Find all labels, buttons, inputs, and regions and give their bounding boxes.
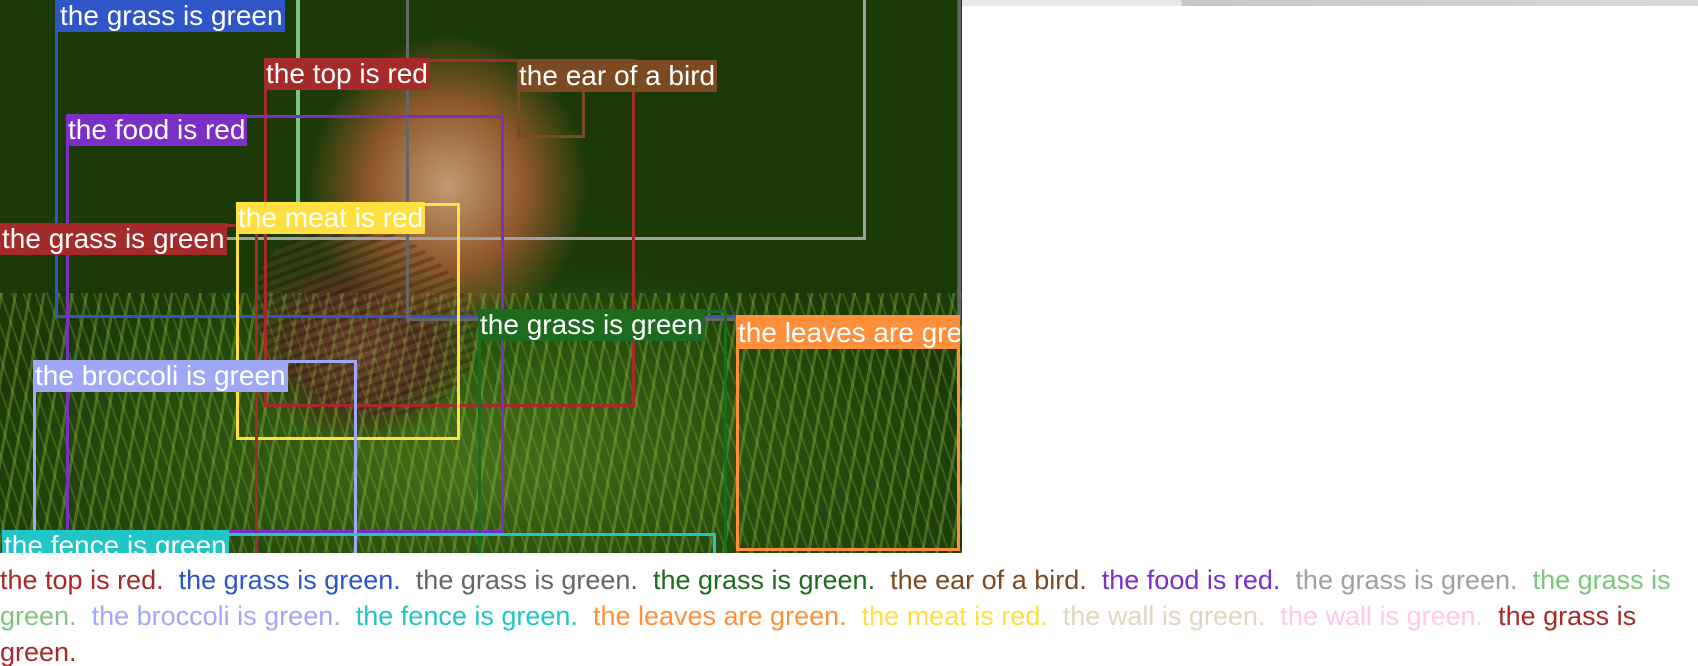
region-box-grass-gray-light [0,0,866,240]
caption-7: the grass is green. [0,565,1679,631]
region-label-top-red: the top is red [264,58,430,90]
caption-1: the grass is green. [178,565,401,595]
caption-12: the wall is green. [1062,601,1266,631]
caption-13: the wall is green. [1280,601,1484,631]
region-box-leaves-orange [736,315,960,551]
caption-5: the food is red. [1101,565,1281,595]
caption-14: the grass is green. [0,601,1644,666]
caption-4: the ear of a bird. [890,565,1087,595]
caption-10: the leaves are green. [592,601,847,631]
region-label-fence-cyan: the fence is green [2,530,229,553]
region-box-grass-lightgreen [296,0,308,207]
region-label-leaves-orange: the leaves are green [736,317,960,349]
caption-0: the top is red. [0,565,164,595]
acorn-photo: the grass is green the top is red the ea… [0,0,962,553]
region-label-grass-darkgreen: the grass is green [478,309,705,341]
region-label-food-purple: the food is red [66,114,248,146]
scrollbar-top[interactable] [960,0,1698,6]
caption-2: the grass is green. [415,565,638,595]
region-label-ear-brown: the ear of a bird [517,60,718,92]
region-label-grass-red2: the grass is green [0,223,227,255]
caption-11: the meat is red. [861,601,1048,631]
region-box-grass-darkgreen [478,310,727,553]
caption-3: the grass is green. [652,565,876,595]
caption-8: the broccoli is green. [91,601,341,631]
caption-9: the fence is green. [355,601,578,631]
caption-6: the grass is green. [1295,565,1518,595]
region-label-grass-blue: the grass is green [58,0,285,32]
region-label-broccoli-periwinkle: the broccoli is green [33,360,288,392]
caption-list: the top is red. the grass is green. the … [0,562,1698,666]
region-label-meat-yellow: the meat is red [236,202,426,234]
